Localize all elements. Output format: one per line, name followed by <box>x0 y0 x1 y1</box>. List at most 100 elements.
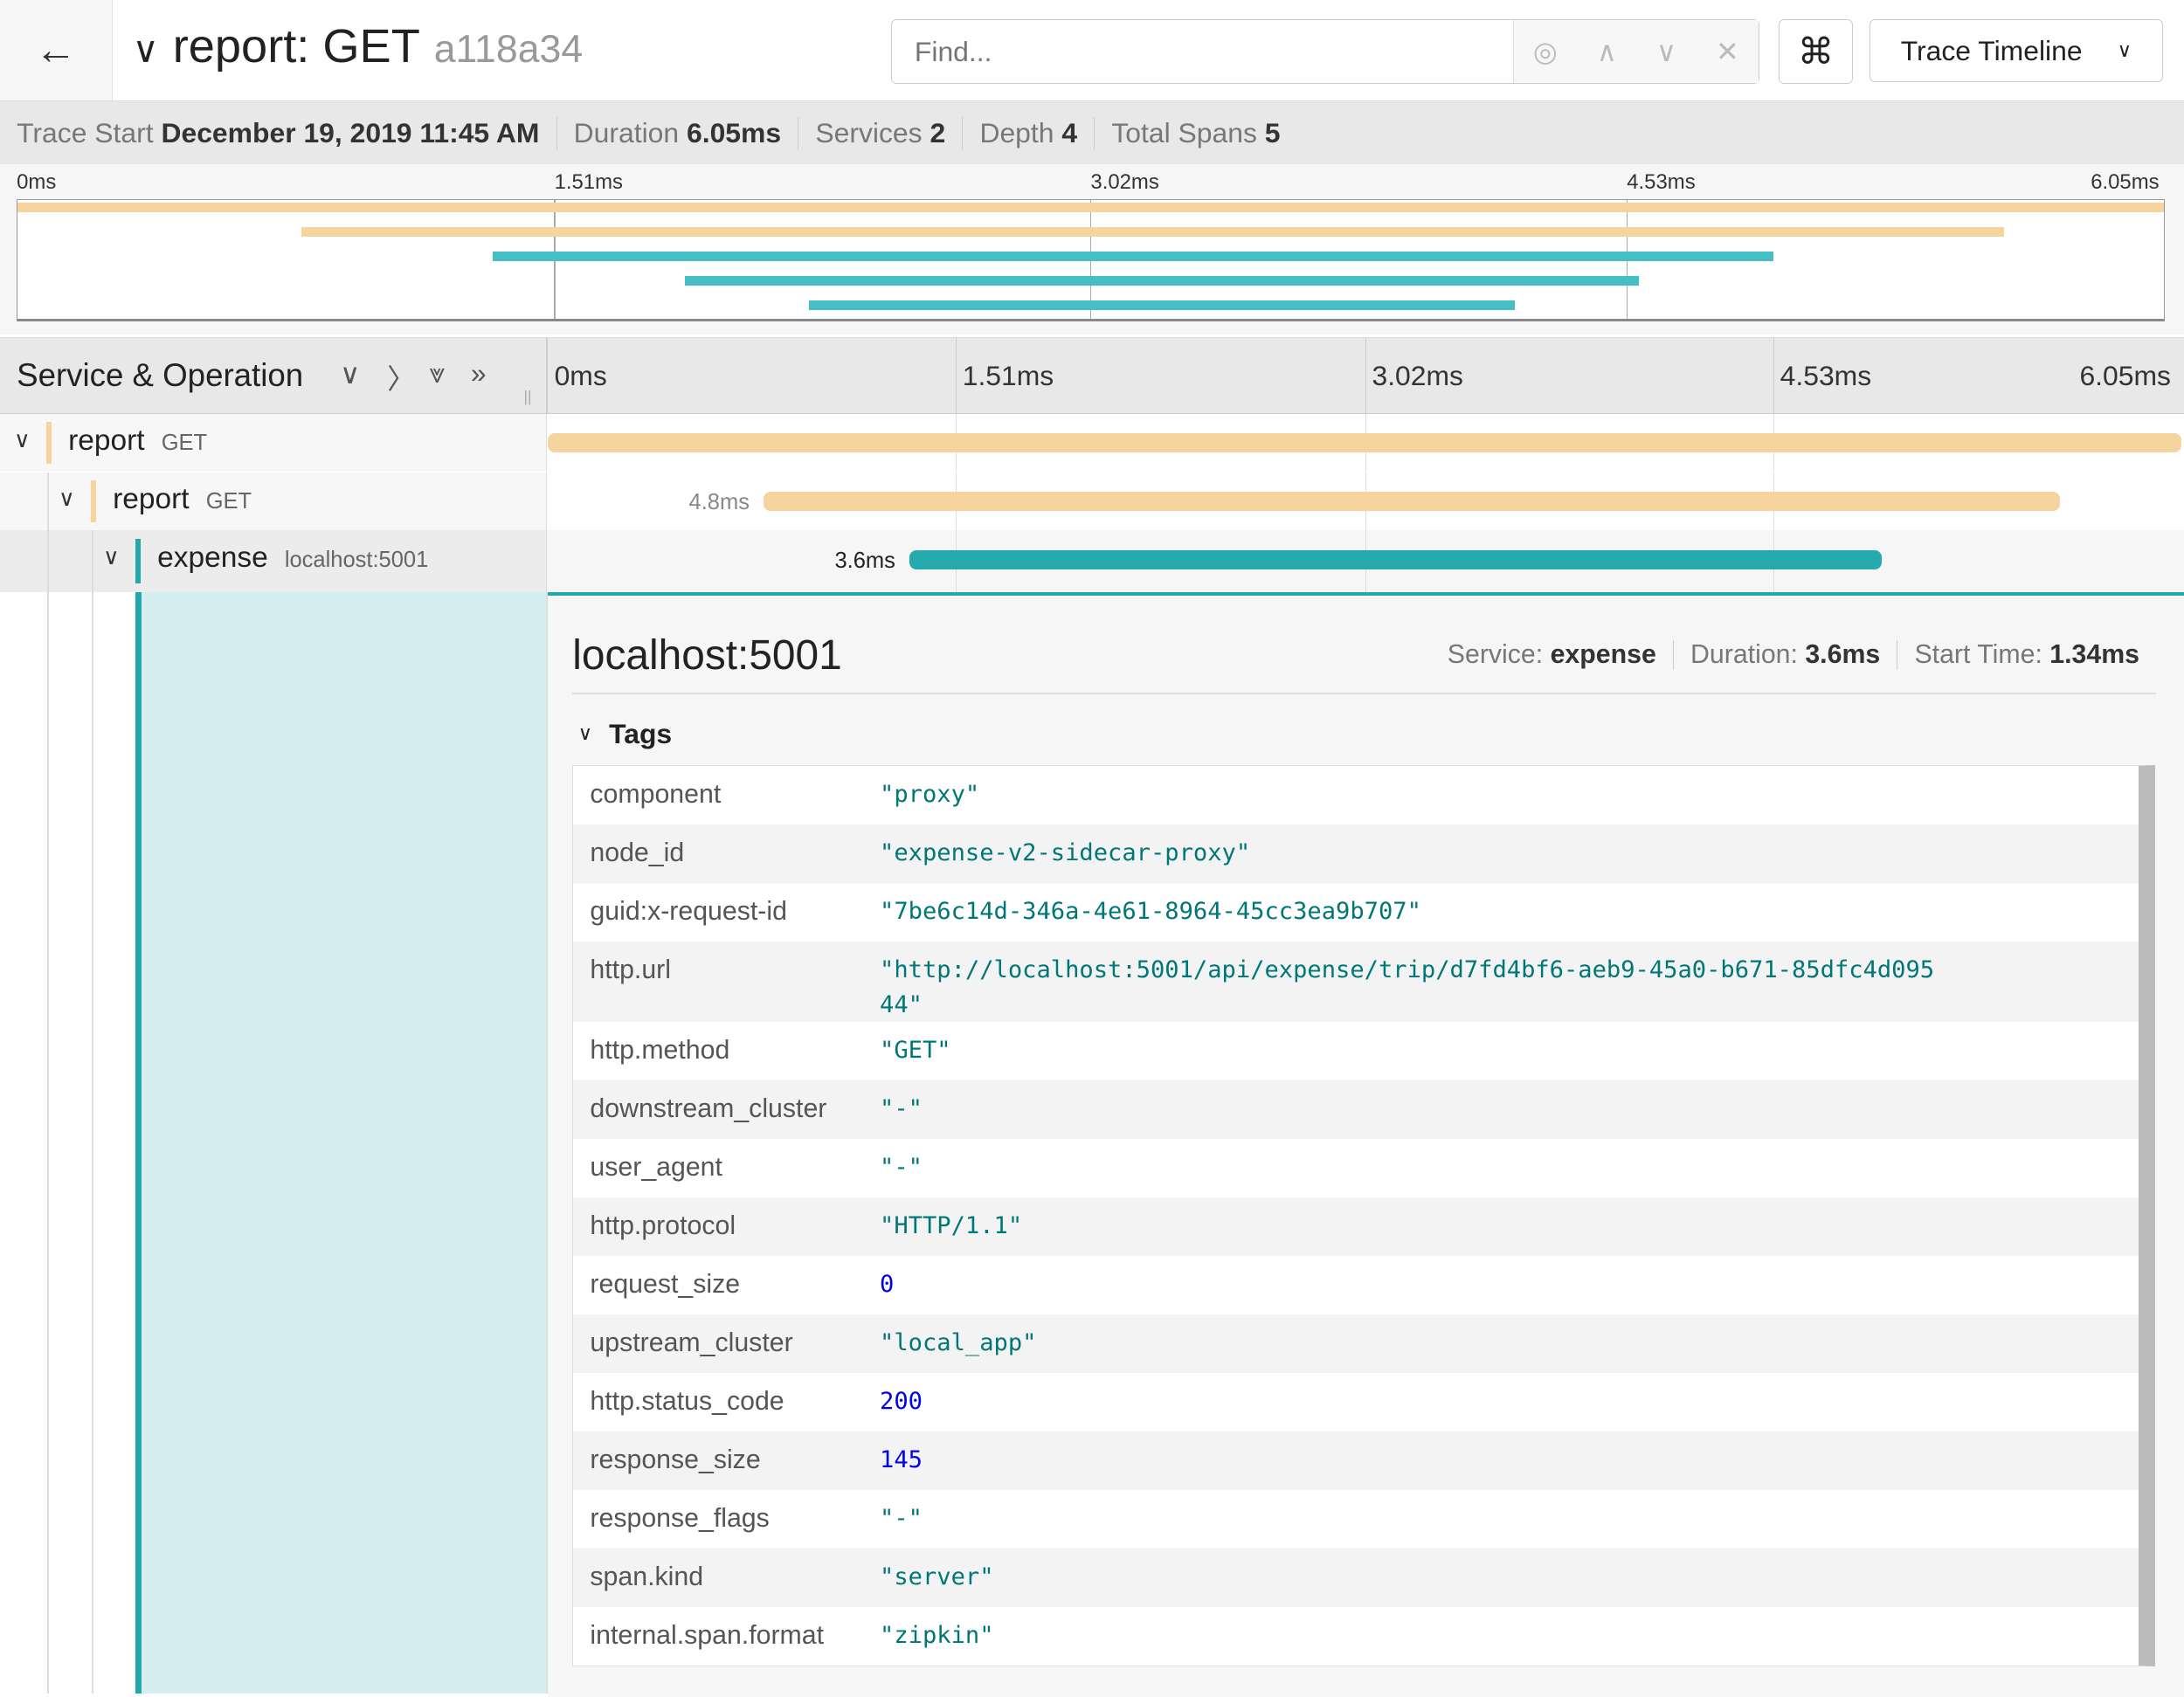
tag-key: http.url <box>590 955 671 984</box>
close-icon[interactable]: ✕ <box>1715 36 1739 68</box>
chevron-down-icon[interactable]: ∨ <box>102 545 120 570</box>
span-row[interactable]: ∨ report GET <box>0 413 2184 473</box>
minimap-tick-label: 1.51ms <box>554 169 623 194</box>
summary-label: Duration <box>573 116 680 148</box>
chevron-down-icon: ∨ <box>577 722 592 745</box>
find-input[interactable] <box>892 20 1513 84</box>
summary-label: Trace Start <box>17 116 154 148</box>
tags-table: component "proxy" node_id "expense-v2-sidec… <box>572 765 2155 1666</box>
span-row[interactable]: ∨ report GET 4.8ms <box>0 472 2184 531</box>
summary-value: 5 <box>1264 116 1281 148</box>
tick-gridline <box>1365 337 1367 413</box>
tag-row: internal.span.format "zipkin" <box>573 1607 2138 1666</box>
tag-row: node_id "expense-v2-sidecar-proxy" <box>573 824 2139 884</box>
span-name-cell[interactable]: ∨ report GET <box>0 413 547 473</box>
chevron-up-icon[interactable]: ∧ <box>1596 36 1617 68</box>
tag-key: request_size <box>590 1270 741 1300</box>
resize-handle[interactable]: || <box>523 388 532 406</box>
tag-key: component <box>590 780 722 810</box>
summary-item: Trace Start December 19, 2019 11:45 AM <box>17 117 556 149</box>
chevron-down-icon[interactable]: ∨ <box>1655 36 1677 68</box>
minimap-tick-label: 0ms <box>17 169 57 194</box>
summary-item: Duration 6.05ms <box>556 116 798 149</box>
meta-value: 3.6ms <box>1805 639 1881 669</box>
timeline-tick-label: 6.05ms <box>2079 360 2171 392</box>
summary-value: 4 <box>1061 116 1078 148</box>
minimap-tick-label: 6.05ms <box>2091 169 2160 194</box>
tag-row: http.url "http://localhost:5001/api/expen… <box>573 941 2139 1023</box>
meta-value: 1.34ms <box>2049 639 2139 669</box>
service-name: report <box>113 483 190 516</box>
span-label: expense localhost:5001 <box>157 542 428 575</box>
tag-row: response_size 145 <box>573 1431 2139 1491</box>
find-box: ◎ ∧ ∨ ✕ <box>891 19 1760 85</box>
service-operation-heading: Service & Operation <box>17 357 304 394</box>
span-name-cell[interactable]: ∨ expense localhost:5001 <box>0 530 547 592</box>
tag-value: "-" <box>880 1095 923 1123</box>
span-label: report GET <box>113 483 252 516</box>
tag-value: "local_app" <box>880 1328 1037 1356</box>
tag-key: node_id <box>590 838 685 868</box>
minimap-span-bar <box>808 300 1515 310</box>
keyboard-shortcuts-button[interactable]: ⌘ <box>1779 19 1853 85</box>
service-color-marker <box>90 480 96 522</box>
back-button[interactable]: ← <box>0 0 113 100</box>
chevron-down-icon: ∨ <box>2117 39 2132 62</box>
tag-value: "proxy" <box>880 780 980 808</box>
view-select[interactable]: Trace Timeline ∨ <box>1869 19 2164 83</box>
timeline-tick-label: 1.51ms <box>962 360 1054 392</box>
meta-label: Service: <box>1447 639 1544 669</box>
tag-value: 145 <box>880 1445 923 1473</box>
tag-row: guid:x-request-id "7be6c14d-346a-4e61-896… <box>573 883 2138 942</box>
tag-row: span.kind "server" <box>573 1549 2139 1607</box>
span-bar[interactable] <box>547 432 2181 453</box>
view-select-value: Trace Timeline <box>1900 34 2083 66</box>
divider <box>546 337 548 413</box>
tag-row: component "proxy" <box>573 766 2138 824</box>
detail-meta: Service: expense Duration: 3.6ms Start Tim… <box>1431 639 2156 670</box>
tag-value: 0 <box>880 1271 895 1299</box>
tag-value: "expense-v2-sidecar-proxy" <box>880 838 1251 866</box>
service-name: report <box>68 424 145 458</box>
tag-row: downstream_cluster "-" <box>573 1080 2139 1140</box>
collapse-all-icon[interactable]: ⩔ <box>429 357 446 390</box>
chevron-down-icon[interactable]: ∨ <box>132 29 159 71</box>
chevron-down-icon[interactable]: ∨ <box>13 428 31 453</box>
span-bar[interactable] <box>763 491 2060 512</box>
detail-meta-item: Start Time: 1.34ms <box>1897 639 2156 670</box>
meta-label: Start Time: <box>1914 639 2042 669</box>
operation-name: GET <box>205 489 252 514</box>
summary-value: 6.05ms <box>687 116 782 148</box>
trace-id: a118a34 <box>433 28 584 72</box>
span-bar[interactable] <box>909 549 1882 570</box>
minimap-span-bar <box>493 251 1774 262</box>
operation-name: localhost:5001 <box>284 548 429 573</box>
minimap-canvas[interactable] <box>17 198 2166 321</box>
tag-key: upstream_cluster <box>590 1328 793 1358</box>
span-duration-label: 3.6ms <box>834 548 895 574</box>
expand-one-icon[interactable]: 〉 <box>387 363 416 396</box>
minimap[interactable]: 0ms 1.51ms 3.02ms 4.53ms 6.05ms <box>0 164 2184 335</box>
chevron-down-icon[interactable]: ∨ <box>58 486 75 512</box>
tag-key: internal.span.format <box>590 1620 825 1650</box>
locate-icon[interactable]: ◎ <box>1532 36 1558 68</box>
divider <box>572 693 2157 694</box>
tag-value: 200 <box>880 1387 923 1415</box>
tag-row: http.protocol "HTTP/1.1" <box>573 1197 2139 1257</box>
detail-title: localhost:5001 <box>572 632 842 679</box>
span-row[interactable]: ∨ expense localhost:5001 3.6ms <box>0 530 2184 592</box>
collapse-one-icon[interactable]: ∨ <box>340 358 361 390</box>
tick-gridline <box>955 337 957 413</box>
summary-item: Depth 4 <box>962 116 1094 149</box>
tag-value: "HTTP/1.1" <box>880 1212 1023 1240</box>
span-name-cell[interactable]: ∨ report GET <box>0 472 547 531</box>
expand-all-icon[interactable]: » <box>470 357 487 390</box>
trace-name: report: GET <box>172 20 420 73</box>
minimap-tick-label: 4.53ms <box>1627 169 1696 194</box>
summary-item: Services 2 <box>798 116 962 149</box>
tag-row: http.status_code 200 <box>573 1373 2138 1431</box>
service-color-marker <box>135 539 142 584</box>
timeline-header: Service & Operation ∨ 〉 ⩔ » || 0ms 1.51ms… <box>0 336 2184 416</box>
tags-toggle[interactable]: ∨ Tags <box>578 718 673 750</box>
summary-value: 2 <box>930 116 946 148</box>
